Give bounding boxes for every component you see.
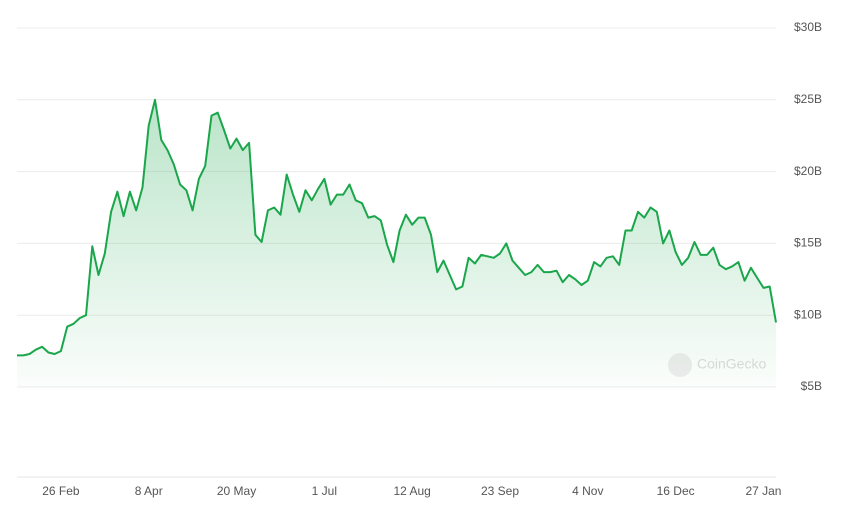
x-tick-label: 8 Apr — [135, 484, 163, 498]
plot: $5B $10B $15B $20B $25B $30B 26 Feb 8 Apr 20 May… — [17, 20, 822, 498]
y-tick-label: $15B — [794, 236, 822, 250]
watermark: CoinGecko — [668, 353, 766, 377]
x-tick-label: 27 Jan — [745, 484, 781, 498]
y-tick-label: $5B — [801, 379, 822, 393]
area-fill — [17, 99, 776, 388]
x-tick-label: 12 Aug — [393, 484, 430, 498]
y-tick-label: $10B — [794, 307, 822, 321]
x-tick-label: 16 Dec — [657, 484, 695, 498]
x-tick-label: 20 May — [217, 484, 256, 498]
y-tick-label: $20B — [794, 164, 822, 178]
watermark-icon — [668, 353, 692, 377]
y-tick-label: $25B — [794, 92, 822, 106]
x-tick-label: 4 Nov — [572, 484, 603, 498]
x-tick-label: 26 Feb — [42, 484, 80, 498]
y-tick-label: $30B — [794, 20, 822, 34]
x-tick-label: 1 Jul — [312, 484, 337, 498]
price-line — [17, 98, 777, 357]
watermark-text: CoinGecko — [697, 356, 766, 372]
x-tick-label: 23 Sep — [481, 484, 519, 498]
